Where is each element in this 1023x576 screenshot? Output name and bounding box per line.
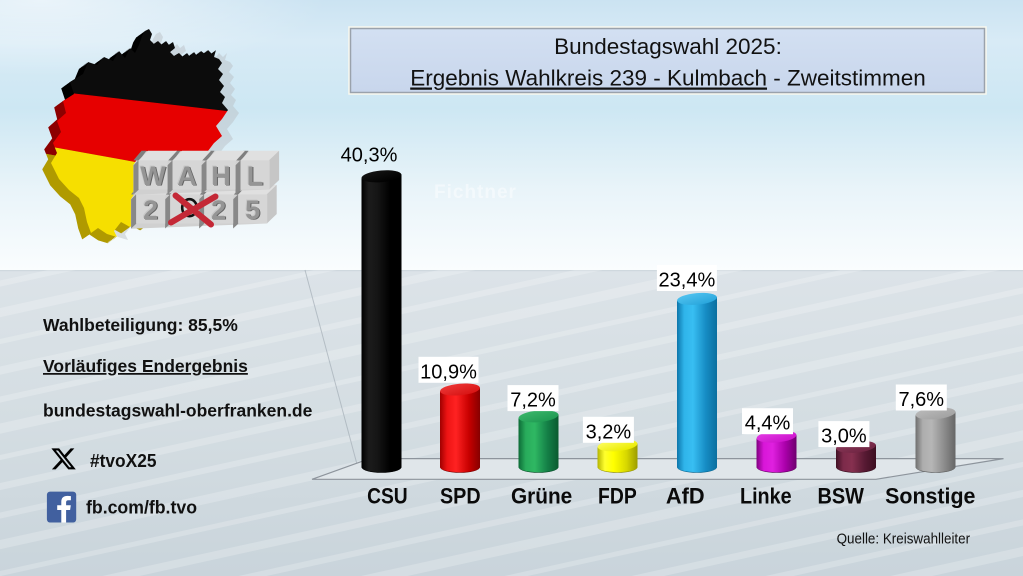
svg-text:2: 2 xyxy=(211,195,226,225)
svg-text:2: 2 xyxy=(142,194,157,224)
svg-text:Linke: Linke xyxy=(740,484,792,509)
svg-text:H: H xyxy=(210,160,230,190)
svg-text:H: H xyxy=(211,161,231,191)
svg-text:fb.com/fb.tvo: fb.com/fb.tvo xyxy=(86,498,197,518)
svg-text:Quelle: Kreiswahlleiter: Quelle: Kreiswahlleiter xyxy=(837,531,971,548)
svg-text:7,6%: 7,6% xyxy=(899,389,945,411)
svg-text:7,2%: 7,2% xyxy=(510,390,556,412)
svg-text:5: 5 xyxy=(244,194,259,224)
svg-text:2: 2 xyxy=(143,195,158,225)
svg-text:2: 2 xyxy=(144,196,159,226)
svg-text:Grüne: Grüne xyxy=(511,484,572,509)
svg-text:A: A xyxy=(178,162,198,192)
svg-text:L: L xyxy=(247,161,264,191)
svg-text:SPD: SPD xyxy=(440,484,481,509)
svg-text:#tvoX25: #tvoX25 xyxy=(90,450,157,471)
svg-text:Wahlbeteiligung: 85,5%: Wahlbeteiligung: 85,5% xyxy=(43,315,238,335)
svg-text:4,4%: 4,4% xyxy=(745,413,791,435)
svg-text:L: L xyxy=(248,162,265,192)
svg-text:3,0%: 3,0% xyxy=(821,426,867,448)
svg-text:FDP: FDP xyxy=(598,484,637,509)
svg-text:2: 2 xyxy=(210,194,225,224)
svg-text:Sonstige: Sonstige xyxy=(885,484,975,509)
svg-text:W: W xyxy=(139,160,165,190)
svg-text:Fichtner: Fichtner xyxy=(434,182,517,203)
svg-text:W: W xyxy=(140,161,166,191)
svg-text:Vorläufiges Endergebnis: Vorläufiges Endergebnis xyxy=(43,356,248,376)
svg-text:L: L xyxy=(246,160,263,190)
svg-text:3,2%: 3,2% xyxy=(586,421,632,443)
svg-text:40,3%: 40,3% xyxy=(341,145,398,167)
svg-text:Ergebnis Wahlkreis 239 - Kulmb: Ergebnis Wahlkreis 239 - Kulmbach - Zwei… xyxy=(410,66,926,91)
svg-text:AfD: AfD xyxy=(666,484,705,509)
svg-text:bundestagswahl-oberfranken.de: bundestagswahl-oberfranken.de xyxy=(43,401,313,421)
svg-text:5: 5 xyxy=(246,196,261,226)
svg-text:Bundestagswahl 2025:: Bundestagswahl 2025: xyxy=(554,34,782,59)
svg-text:W: W xyxy=(141,162,167,192)
svg-text:10,9%: 10,9% xyxy=(420,361,477,383)
svg-text:H: H xyxy=(212,162,232,192)
svg-text:5: 5 xyxy=(245,195,260,225)
svg-text:CSU: CSU xyxy=(367,484,408,509)
svg-text:23,4%: 23,4% xyxy=(659,270,716,292)
svg-text:BSW: BSW xyxy=(817,484,864,509)
svg-text:A: A xyxy=(177,161,197,191)
svg-text:A: A xyxy=(176,160,196,190)
svg-text:2: 2 xyxy=(212,196,227,226)
